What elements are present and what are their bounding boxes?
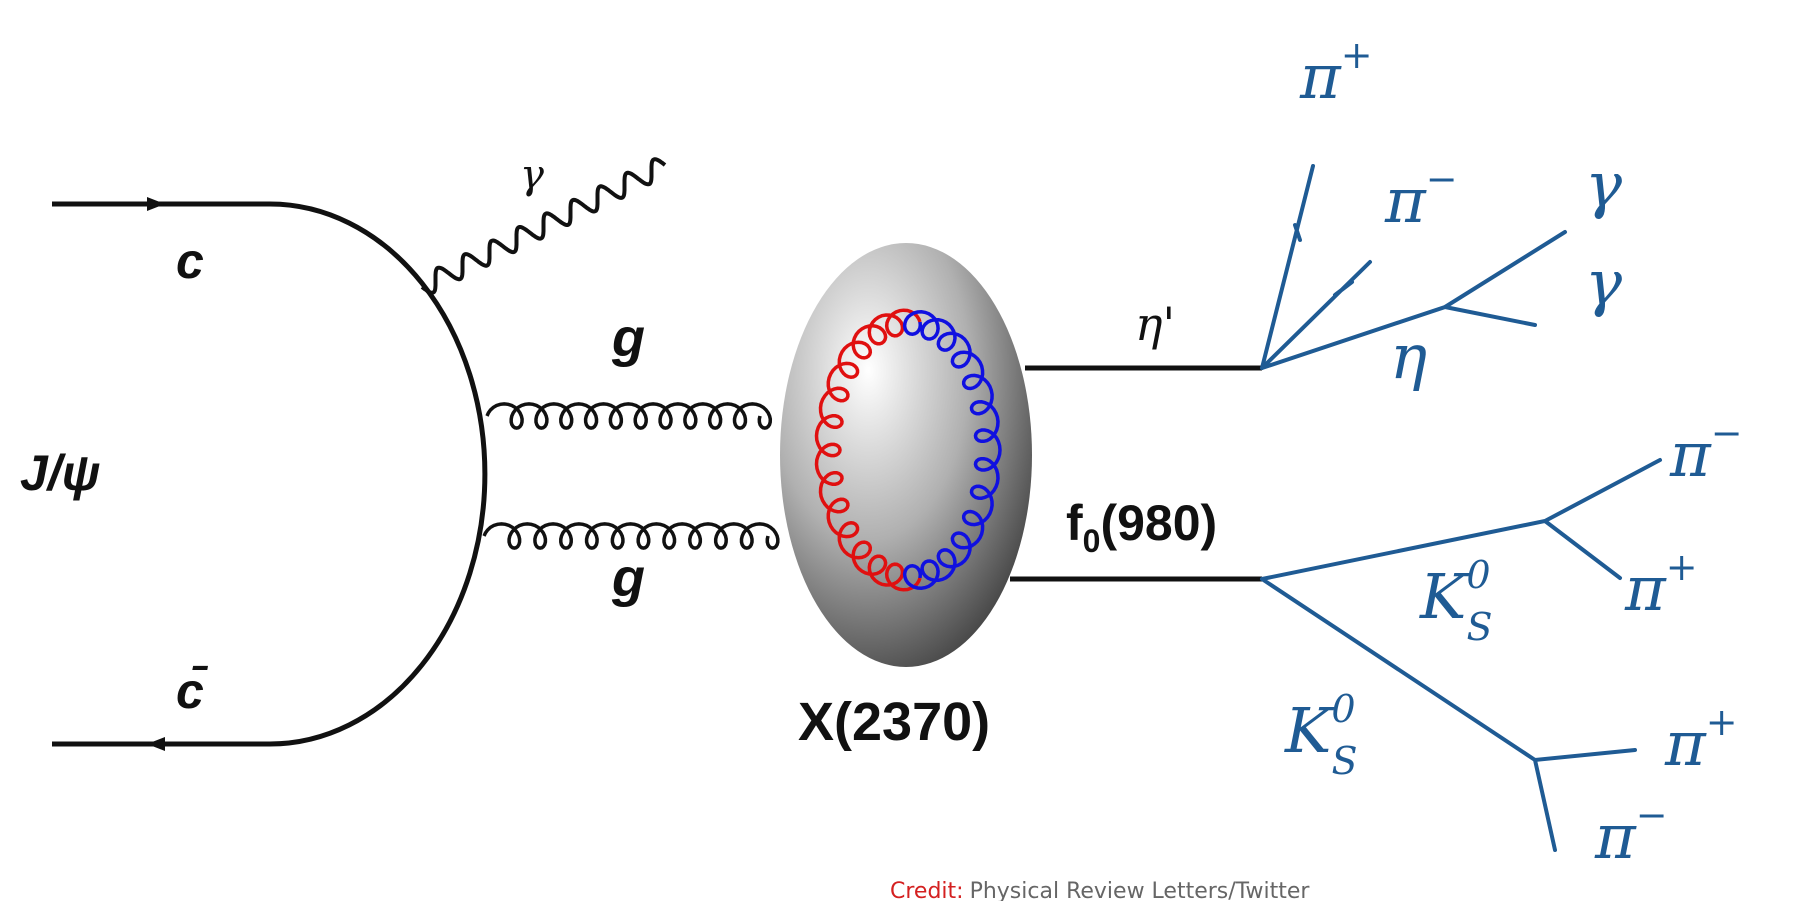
decay-label: γ — [1585, 246, 1623, 319]
label-base: f — [1066, 495, 1083, 551]
product-label: f0(980) — [1066, 495, 1217, 559]
label-base: π — [1664, 707, 1707, 780]
label-base: π — [1669, 418, 1712, 491]
gluon-line — [484, 524, 778, 548]
label-base: π — [1299, 40, 1342, 113]
decay-label: η — [1390, 320, 1427, 393]
arrow — [147, 197, 165, 211]
product-label: η' — [1135, 297, 1175, 351]
antiquark-label: c̄ — [176, 663, 209, 719]
credit-prefix: Credit: — [890, 879, 964, 901]
resonance-label: X(2370) — [798, 692, 990, 752]
label-sup: 0 — [1331, 687, 1355, 731]
label-suffix: (980) — [1100, 495, 1217, 551]
label-base: K — [1284, 694, 1335, 767]
gluon-label: g — [611, 548, 645, 608]
decay-label: γ — [1585, 148, 1623, 221]
label-sup: 0 — [1466, 553, 1490, 597]
decay-label: K0 S — [1284, 687, 1358, 783]
quark-label: c — [176, 233, 204, 289]
label-sup: + — [1341, 33, 1373, 77]
gluon-line — [487, 404, 770, 428]
decay-label: π+ — [1299, 33, 1373, 113]
decay-label: π+ — [1624, 545, 1698, 625]
label-base: π — [1384, 164, 1427, 237]
decay-label: K0 S — [1419, 553, 1493, 649]
label-sup: − — [1711, 411, 1743, 455]
label-base: π — [1624, 552, 1667, 625]
label-sub: S — [1332, 739, 1358, 783]
credit-source: Physical Review Letters/Twitter — [970, 879, 1311, 901]
label-base: η — [1390, 320, 1427, 393]
photon-label: γ — [520, 152, 544, 198]
label-sup: − — [1426, 157, 1458, 201]
label-sub: S — [1467, 605, 1493, 649]
decay-label: π− — [1669, 411, 1743, 491]
decay-label: π− — [1384, 157, 1458, 237]
label-sup: + — [1666, 545, 1698, 589]
decay-label: π+ — [1664, 700, 1738, 780]
quark-line — [52, 204, 485, 744]
label-base: γ — [1585, 246, 1623, 319]
label: J/ψ — [20, 445, 100, 501]
label-base: K — [1419, 560, 1470, 633]
label-sup: + — [1706, 700, 1738, 744]
gluon-label: g — [611, 308, 645, 368]
label-base: π — [1594, 800, 1637, 873]
arrow — [147, 737, 165, 751]
diagram: J/ψ c c̄ γ g g X(2370) η' f0(980) π+π−γγ… — [0, 0, 1798, 901]
decay-label: π− — [1594, 793, 1668, 873]
label-base: γ — [1585, 148, 1623, 221]
page: J/ψ c c̄ γ g g X(2370) η' f0(980) π+π−γγ… — [0, 0, 1798, 901]
label-sub: 0 — [1083, 523, 1101, 559]
credit: Credit: Physical Review Letters/Twitter — [890, 879, 1310, 901]
state-label: J/ψ — [20, 445, 100, 501]
label-sup: − — [1636, 793, 1668, 837]
